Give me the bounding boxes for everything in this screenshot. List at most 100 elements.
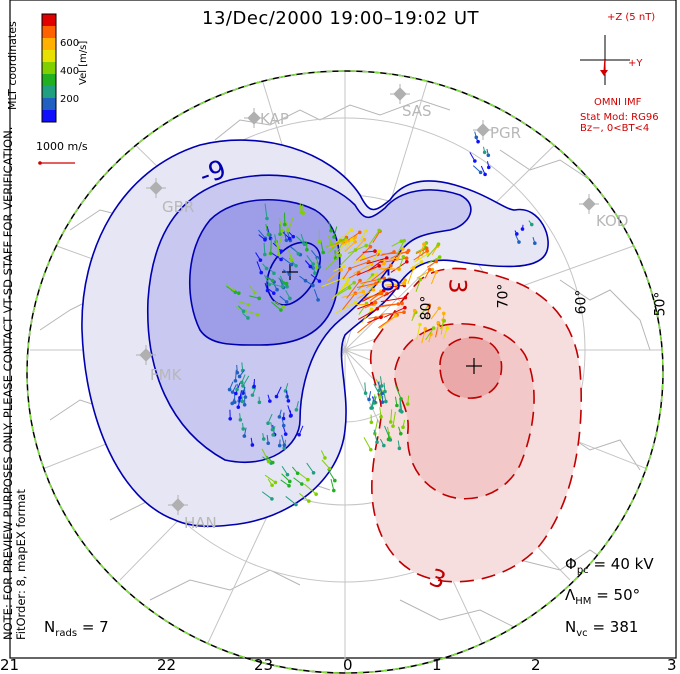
velocity-vector	[297, 425, 304, 437]
velocity-vector	[288, 410, 293, 418]
velocity-vector	[261, 491, 274, 501]
velocity-vector	[242, 427, 247, 438]
stat-vector-count: Nvc = 381	[565, 618, 639, 639]
velocity-vector	[273, 300, 286, 309]
velocity-vector	[369, 291, 383, 302]
lat-label-60: 60°	[573, 289, 590, 315]
velocity-vector	[291, 466, 300, 476]
velocity-vector	[355, 244, 373, 261]
velocity-vector	[360, 276, 387, 284]
imf-model: Stat Mod: RG96	[580, 112, 659, 123]
velocity-vector	[344, 240, 357, 252]
velocity-vector	[346, 278, 362, 299]
velocity-vector	[233, 369, 238, 383]
velocity-vector	[363, 437, 373, 452]
velocity-vector	[327, 267, 343, 282]
velocity-vector	[263, 242, 267, 257]
contour-label-pos3-top: 3	[443, 278, 472, 294]
velocity-vector	[328, 238, 349, 249]
velocity-vector	[339, 277, 350, 292]
velocity-vector	[281, 466, 290, 477]
velocity-vector	[280, 479, 291, 488]
velocity-vector	[376, 302, 401, 308]
imf-condition: Bz−, 0<BT<4	[580, 123, 650, 134]
velocity-vector	[515, 235, 521, 244]
velocity-vector	[436, 320, 441, 333]
imf-by-label: +Y	[628, 58, 643, 69]
colorbar-swatch	[42, 98, 56, 111]
lat-label-50: 50°	[652, 291, 669, 317]
velocity-vector	[394, 396, 399, 408]
velocity-vector	[306, 462, 316, 475]
plot-frame	[9, 0, 677, 659]
velocity-vector	[278, 224, 282, 236]
velocity-vector	[266, 413, 273, 426]
velocity-vector	[235, 383, 239, 392]
stat-cross-polar-potential: Φpc = 40 kV	[565, 555, 654, 576]
velocity-vector	[239, 374, 246, 385]
velocity-vector	[257, 396, 262, 405]
colorbar-swatch	[42, 62, 56, 75]
station-label-han: HAN	[184, 514, 217, 532]
stat-radar-count: Nrads = 7	[44, 618, 109, 639]
velocity-vector	[358, 228, 368, 243]
velocity-vector	[391, 411, 396, 428]
velocity-vector	[285, 390, 291, 403]
station-marker	[146, 178, 166, 198]
velocity-vector	[283, 230, 289, 243]
velocity-vector	[282, 212, 287, 227]
station-label-fmk: FMK	[150, 366, 182, 384]
velocity-vector	[367, 249, 382, 269]
velocity-vector	[282, 231, 292, 241]
velocity-vector	[250, 437, 255, 447]
velocity-vector	[396, 238, 406, 256]
velocity-vector	[379, 407, 383, 419]
colorbar-swatch	[42, 38, 56, 51]
velocity-vector	[236, 395, 241, 409]
velocity-vector	[261, 448, 271, 464]
velocity-vector	[412, 308, 417, 319]
velocity-vector	[293, 477, 304, 486]
velocity-vector	[241, 422, 246, 431]
velocity-vector	[398, 254, 406, 271]
velocity-vector	[266, 434, 271, 446]
contour-label-neg6: -6	[375, 268, 404, 292]
velocity-vector	[335, 228, 354, 243]
velocity-vector	[386, 431, 391, 442]
velocity-vector	[320, 450, 327, 460]
velocity-vector	[383, 393, 388, 404]
imf-source: OMNI IMF	[594, 97, 642, 108]
velocity-vector	[426, 303, 432, 320]
velocity-vector	[237, 305, 246, 314]
velocity-vector	[262, 263, 269, 271]
potential-max-marker	[466, 358, 482, 374]
velocity-vector	[237, 369, 246, 379]
velocity-vector	[281, 418, 286, 428]
positive-cell-contour-3	[439, 336, 503, 399]
velocity-vector	[373, 429, 379, 445]
velocity-vector	[268, 267, 276, 276]
velocity-vector	[356, 264, 381, 276]
scale-vector-label: 1000 m/s	[36, 140, 88, 153]
velocity-vector	[482, 146, 487, 155]
colorbar-swatch	[42, 26, 56, 39]
velocity-vector	[388, 409, 393, 424]
colorbar-swatch	[42, 14, 56, 27]
velocity-vector	[366, 256, 389, 265]
velocity-vector	[415, 277, 423, 292]
mlt-tick-21: 21	[0, 656, 20, 674]
velocity-vector	[380, 396, 385, 404]
velocity-vector	[416, 322, 422, 340]
velocity-vector	[305, 241, 309, 252]
velocity-vector	[249, 295, 262, 301]
velocity-vector	[286, 217, 294, 233]
velocity-vector	[328, 221, 333, 233]
velocity-vector	[361, 307, 374, 324]
station-label-sas: SAS	[402, 102, 432, 120]
velocity-vector	[267, 394, 272, 403]
velocity-vector	[514, 230, 519, 236]
velocity-vector	[397, 440, 402, 451]
colorbar-swatch	[42, 86, 56, 99]
station-label-gbr: GBR	[162, 198, 195, 216]
fit-order-note: FitOrder: 8, mapEX format	[14, 489, 28, 640]
